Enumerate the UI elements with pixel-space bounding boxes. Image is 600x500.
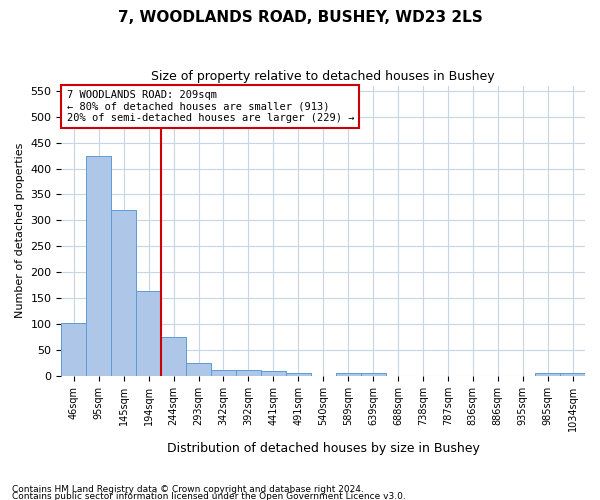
Text: Contains HM Land Registry data © Crown copyright and database right 2024.: Contains HM Land Registry data © Crown c… [12,486,364,494]
Bar [236,370,261,376]
Title: Size of property relative to detached houses in Bushey: Size of property relative to detached ho… [151,70,495,83]
Bar [211,370,236,376]
Text: Contains public sector information licensed under the Open Government Licence v3: Contains public sector information licen… [12,492,406,500]
Bar [560,374,585,376]
Text: 7 WOODLANDS ROAD: 209sqm
← 80% of detached houses are smaller (913)
20% of semi-: 7 WOODLANDS ROAD: 209sqm ← 80% of detach… [67,90,354,123]
Y-axis label: Number of detached properties: Number of detached properties [15,143,25,318]
Bar [61,322,86,376]
Bar [535,374,560,376]
Bar [335,374,361,376]
Text: 7, WOODLANDS ROAD, BUSHEY, WD23 2LS: 7, WOODLANDS ROAD, BUSHEY, WD23 2LS [118,10,482,25]
Bar [111,210,136,376]
Bar [361,374,386,376]
Bar [261,370,286,376]
Bar [161,337,186,376]
Bar [136,292,161,376]
Bar [186,363,211,376]
Bar [286,373,311,376]
Bar [86,156,111,376]
X-axis label: Distribution of detached houses by size in Bushey: Distribution of detached houses by size … [167,442,479,455]
